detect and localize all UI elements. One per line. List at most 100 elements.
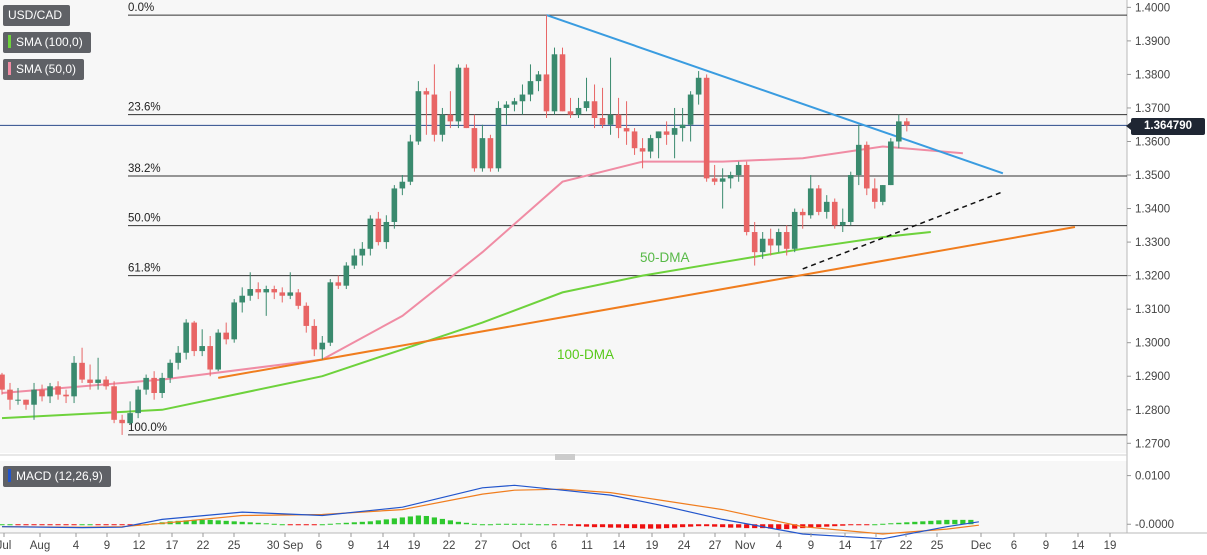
macd-hist-neg — [599, 524, 606, 528]
candle-down — [103, 379, 109, 387]
macd-hist-neg — [744, 524, 750, 529]
macd-hist-pos — [872, 524, 878, 526]
macd-hist-pos — [407, 516, 413, 525]
macd-hist-neg — [559, 524, 566, 526]
macd-hist-neg — [23, 524, 29, 526]
macd-hist-pos — [880, 523, 886, 525]
time-tick-label: 14 — [377, 540, 390, 552]
time-tick-label: 4 — [776, 540, 783, 552]
candle-up — [159, 377, 165, 393]
candle-up — [31, 389, 37, 405]
candle-up — [679, 124, 686, 129]
macd-hist-neg — [103, 524, 109, 526]
macd-hist-neg — [31, 524, 37, 526]
candle-up — [287, 292, 294, 296]
candle-up — [655, 131, 662, 139]
candle-up — [583, 101, 590, 108]
fib-level-label: 0.0% — [128, 2, 154, 14]
candle-down — [471, 128, 478, 169]
price-tick-label: 1.3800 — [1135, 69, 1170, 81]
candle-up — [183, 322, 189, 353]
symbol-badge[interactable]: USD/CAD — [3, 5, 71, 26]
candle-up — [407, 141, 414, 182]
time-tick-label: Jul — [0, 540, 11, 552]
macd-hist-neg — [704, 524, 710, 527]
candle-down — [119, 419, 125, 424]
candle-up — [503, 104, 510, 108]
macd-hist-neg — [776, 524, 782, 530]
sma50-label: SMA (50,0) — [16, 62, 77, 76]
time-tick-label: 6 — [1011, 540, 1017, 552]
macd-hist-neg — [295, 524, 301, 526]
macd-badge[interactable]: MACD (12,26,9) — [3, 466, 111, 487]
macd-hist-pos — [479, 524, 486, 526]
macd-hist-neg — [655, 524, 662, 529]
macd-hist-pos — [912, 521, 918, 525]
macd-hist-neg — [575, 524, 582, 527]
macd-hist-neg — [607, 524, 614, 528]
candle-up — [839, 221, 846, 226]
macd-label: MACD (12,26,9) — [16, 469, 103, 483]
macd-hist-neg — [856, 524, 862, 526]
annotation-100-dma: 100-DMA — [557, 347, 614, 362]
time-tick-label: 19 — [408, 540, 421, 552]
macd-hist-neg — [840, 524, 846, 526]
time-tick-label: 22 — [197, 540, 210, 552]
candle-up — [439, 114, 446, 135]
candle-up — [231, 302, 238, 340]
candle-up — [343, 265, 350, 286]
time-tick-label: 25 — [228, 540, 241, 552]
time-tick-label: 6 — [551, 540, 557, 552]
candle-up — [71, 362, 77, 397]
time-tick-label: 30 Sep — [267, 540, 303, 552]
macd-hist-pos — [79, 524, 85, 526]
candle-up — [727, 175, 734, 179]
candle-up — [143, 377, 149, 390]
candle-down — [463, 67, 470, 129]
macd-hist-neg — [824, 524, 830, 527]
time-tick-label: 14 — [839, 540, 852, 552]
macd-hist-pos — [359, 521, 365, 525]
macd-hist-pos — [543, 524, 550, 526]
candle-up — [319, 342, 326, 350]
macd-main-line — [1, 484, 979, 540]
candle-up — [759, 238, 766, 253]
candle-up — [687, 94, 694, 125]
candle-down — [447, 114, 454, 122]
macd-signal-line — [1, 488, 979, 535]
symbol-label: USD/CAD — [8, 8, 63, 22]
macd-hist-pos — [327, 523, 333, 525]
candle-up — [879, 185, 886, 202]
macd-hist-neg — [303, 524, 309, 526]
candle-down — [255, 289, 262, 293]
macd-hist-neg — [95, 524, 101, 526]
candle-down — [335, 282, 342, 286]
time-tick-label: 19 — [646, 540, 659, 552]
candle-up — [719, 178, 726, 182]
macd-hist-neg — [311, 524, 317, 526]
annotation-50-dma: 50-DMA — [640, 250, 690, 265]
candle-up — [95, 379, 101, 383]
candle-up — [791, 211, 798, 249]
sma50-line — [1, 145, 963, 394]
macd-swatch — [8, 469, 11, 482]
time-tick-label: Dec — [971, 540, 992, 552]
candle-up — [327, 282, 334, 343]
candle-up — [455, 67, 462, 122]
macd-hist-pos — [223, 520, 229, 525]
candle-down — [799, 211, 806, 216]
sma50-swatch — [8, 62, 11, 75]
time-tick-label: 19 — [1104, 540, 1117, 552]
macd-hist-neg — [287, 524, 293, 526]
candle-down — [815, 188, 822, 212]
candle-up — [855, 144, 862, 176]
macd-hist-neg — [848, 524, 854, 526]
sma100-badge[interactable]: SMA (100,0) — [3, 32, 91, 53]
candle-down — [631, 131, 638, 149]
price-tick-label: 1.3900 — [1135, 36, 1170, 48]
candle-up — [511, 101, 518, 105]
sma50-badge[interactable]: SMA (50,0) — [3, 59, 85, 80]
macd-hist-pos — [439, 518, 445, 525]
